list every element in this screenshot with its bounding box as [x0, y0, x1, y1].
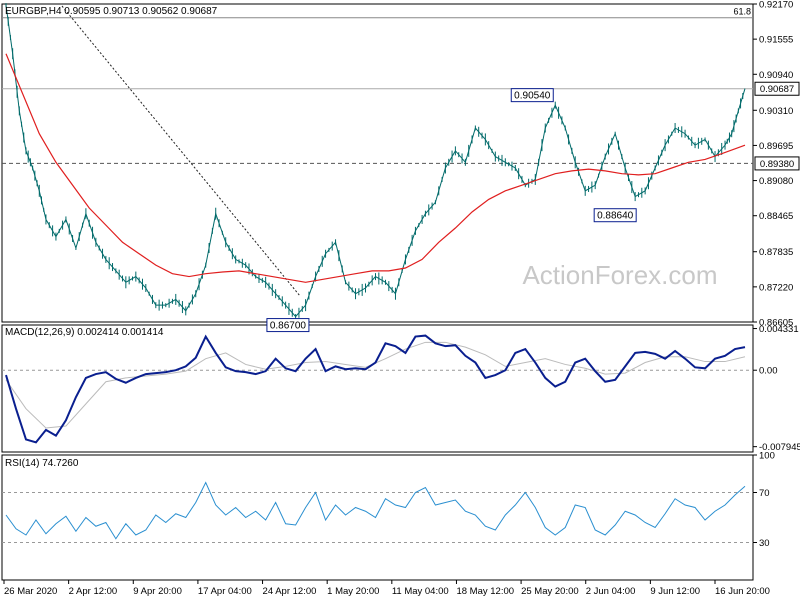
annotation-label: 0.86700 — [270, 321, 307, 332]
price-ytick-label: 0.86605 — [759, 318, 793, 329]
close-price-tag-label: 0.90687 — [760, 84, 794, 95]
annotation-label: 0.90540 — [514, 91, 551, 102]
price-ytick-label: 0.92170 — [759, 0, 793, 11]
xtick-label: 16 Jun 20:00 — [715, 586, 770, 597]
xtick-label: 2 Apr 12:00 — [69, 586, 118, 597]
close-price-tag-box — [754, 81, 800, 96]
xtick-label: 2 Jun 04:00 — [586, 586, 636, 597]
rsi-panel-title: RSI(14) 74.7260 — [5, 458, 79, 469]
xtick-label: 17 Apr 04:00 — [198, 586, 252, 597]
macd-panel-frame — [1, 324, 754, 453]
xtick-label: 24 Apr 12:00 — [263, 586, 317, 597]
macd-ytick-label: 0.004331 — [759, 324, 799, 335]
price-ytick-label: 0.91555 — [759, 35, 793, 46]
annotation-box — [266, 318, 310, 333]
annotation-label: 0.88640 — [597, 211, 634, 222]
price-ytick-label: 0.90940 — [759, 70, 793, 81]
macd-panel-title: MACD(12,26,9) 0.002414 0.001414 — [5, 327, 164, 338]
xtick-label: 26 Mar 2020 — [4, 586, 57, 597]
xtick-label: 25 May 20:00 — [521, 586, 579, 597]
support-price-tag-box — [754, 156, 800, 171]
xtick-label: 18 May 12:00 — [456, 586, 514, 597]
watermark-text: ActionForex.com — [522, 260, 717, 290]
price-ytick-label: 0.89080 — [759, 176, 793, 187]
price-series-line — [5, 5, 746, 318]
rsi-line — [5, 481, 746, 540]
xtick-label: 11 May 04:00 — [392, 586, 449, 597]
price-ytick-label: 0.87220 — [759, 282, 793, 293]
moving-average-line — [5, 53, 746, 283]
xtick-label: 9 Apr 20:00 — [133, 586, 182, 597]
rsi-ytick-label: 70 — [759, 488, 770, 499]
xtick-label: 9 Jun 12:00 — [650, 586, 700, 597]
annotation-box — [510, 88, 554, 103]
rsi-ytick-label: 30 — [759, 538, 770, 549]
price-ytick-label: 0.89695 — [759, 141, 793, 152]
rsi-panel-frame — [1, 454, 754, 581]
trendline — [61, 5, 301, 297]
fib-level-label: 61.8 — [733, 7, 751, 17]
annotation-box — [593, 208, 637, 223]
xtick-label: 1 May 20:00 — [327, 586, 379, 597]
macd-ytick-label: -0.007945 — [759, 442, 800, 453]
support-price-tag-label: 0.89380 — [760, 159, 794, 170]
price-ytick-label: 0.90310 — [759, 106, 793, 117]
price-ytick-label: 0.87835 — [759, 247, 793, 258]
price-panel-title: EURGBP,H4 0.90595 0.90713 0.90562 0.9068… — [5, 6, 218, 17]
rsi-ytick-label: 100 — [759, 451, 775, 462]
macd-line — [5, 334, 746, 444]
macd-ytick-label: 0.00 — [759, 366, 778, 377]
price-ytick-label: 0.88465 — [759, 211, 793, 222]
